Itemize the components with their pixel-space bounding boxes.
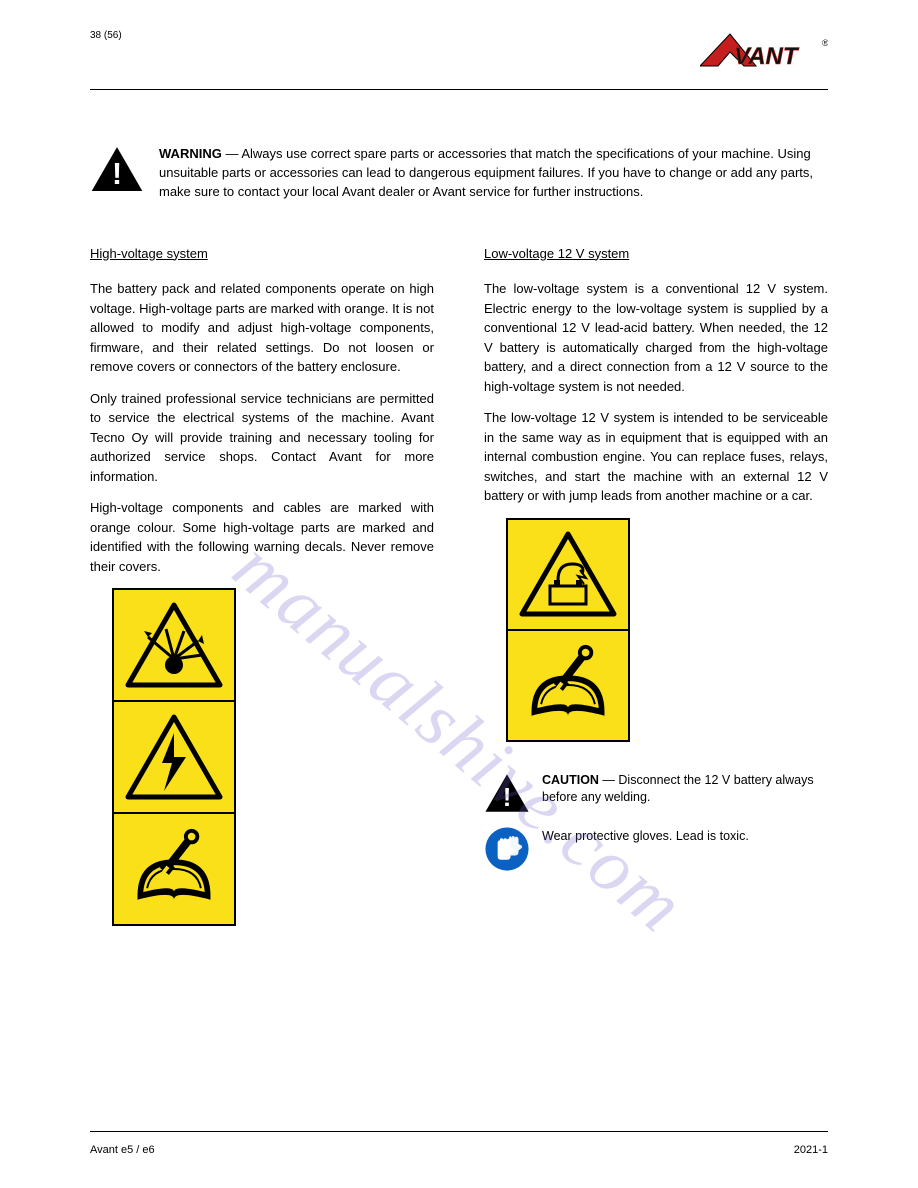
caution-text: CAUTION — Disconnect the 12 V battery al… — [542, 770, 828, 807]
svg-text:!: ! — [112, 158, 122, 191]
decal-cell-battery — [508, 520, 628, 631]
left-para-1: The battery pack and related components … — [90, 279, 434, 377]
top-warning-block: ! WARNING — Always use correct spare par… — [90, 145, 828, 202]
decal-cell-manual-right — [508, 631, 628, 740]
top-warning-text: WARNING — Always use correct spare parts… — [159, 145, 828, 202]
header: 38 (56) VANT VANT ® — [90, 30, 828, 90]
decal-cell-manual-left — [114, 814, 234, 924]
caution-label: CAUTION — [542, 773, 599, 787]
page-number: 38 (56) — [90, 30, 122, 41]
gloves-icon — [484, 826, 530, 872]
left-para-3: High-voltage components and cables are m… — [90, 498, 434, 576]
right-title: Low-voltage 12 V system — [484, 244, 828, 264]
caution-triangle-icon: ! — [484, 770, 530, 816]
warning-body: — Always use correct spare parts or acce… — [159, 146, 813, 199]
svg-text:®: ® — [822, 38, 828, 48]
footer: Avant e5 / e6 2021-1 — [90, 1131, 828, 1156]
brand-logo: VANT VANT ® — [700, 30, 828, 70]
decal-cell-explosion — [114, 590, 234, 702]
decal-12v — [506, 518, 630, 742]
left-title: High-voltage system — [90, 244, 434, 264]
right-column: Low-voltage 12 V system The low-voltage … — [484, 244, 828, 927]
content-columns: High-voltage system The battery pack and… — [90, 244, 828, 927]
warning-label: WARNING — [159, 146, 222, 161]
decal-cell-hv — [114, 702, 234, 814]
footer-right: 2021-1 — [794, 1144, 828, 1156]
right-para-2: The low-voltage 12 V system is intended … — [484, 408, 828, 506]
svg-text:VANT: VANT — [734, 43, 800, 70]
warning-triangle-icon: ! — [90, 145, 144, 193]
left-para-2: Only trained professional service techni… — [90, 389, 434, 487]
svg-text:!: ! — [503, 783, 512, 811]
footer-left: Avant e5 / e6 — [90, 1144, 155, 1156]
decal-high-voltage — [112, 588, 236, 926]
gloves-text: Wear protective gloves. Lead is toxic. — [542, 826, 749, 846]
page: 38 (56) VANT VANT ® ! WARNING — Always u… — [0, 0, 918, 1188]
right-para-1: The low-voltage system is a conventional… — [484, 279, 828, 396]
left-column: High-voltage system The battery pack and… — [90, 244, 434, 927]
gloves-row: Wear protective gloves. Lead is toxic. — [484, 826, 828, 872]
caution-row: ! CAUTION — Disconnect the 12 V battery … — [484, 770, 828, 816]
